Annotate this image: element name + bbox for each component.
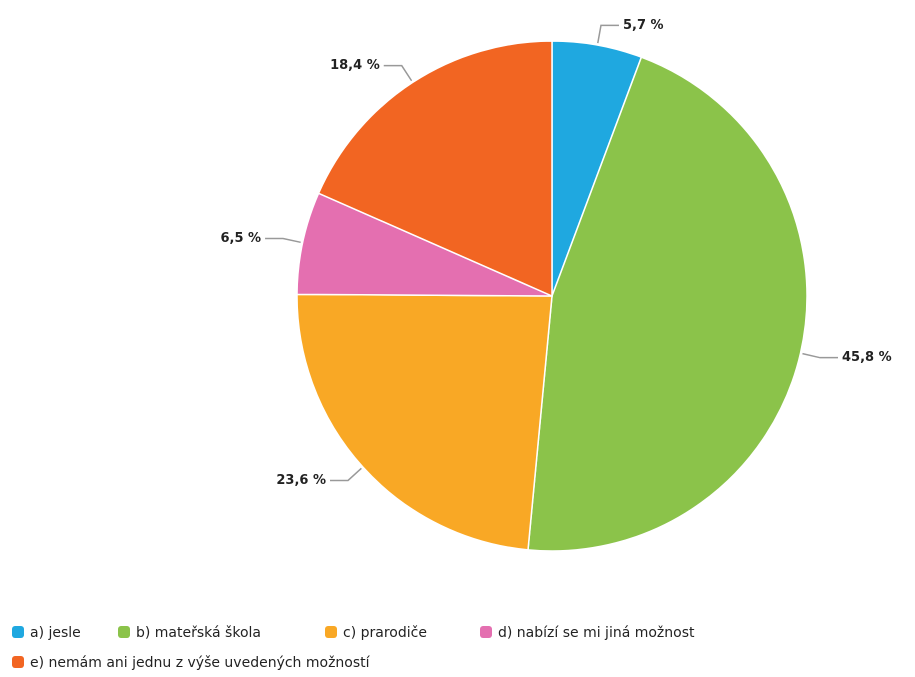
legend-marker [325,626,337,638]
data-label: 18,4 % [330,58,380,73]
leader-line [383,64,413,82]
legend-label: c) prarodiče [343,625,427,641]
data-label: 5,7 % [623,18,664,33]
leader-line [330,467,362,482]
data-label: 45,8 % [842,350,892,365]
leader-line [265,237,301,244]
legend-label: e) nemám ani jednu z výše uvedených možn… [30,655,371,671]
legend-marker [480,626,492,638]
legend-marker [118,626,130,638]
data-label: 23,6 % [276,473,326,488]
leader-line [597,24,619,44]
legend-marker [12,626,24,638]
pie-slice [296,293,553,551]
pie-slice [317,40,553,298]
data-label: 6,5 % [220,231,261,246]
legend-label: a) jesle [30,625,81,641]
legend-label: b) mateřská škola [136,625,261,641]
legend-marker [12,656,24,668]
legend-label: d) nabízí se mi jiná možnost [498,625,695,641]
pie-slice [527,56,808,552]
leader-line [802,352,838,359]
